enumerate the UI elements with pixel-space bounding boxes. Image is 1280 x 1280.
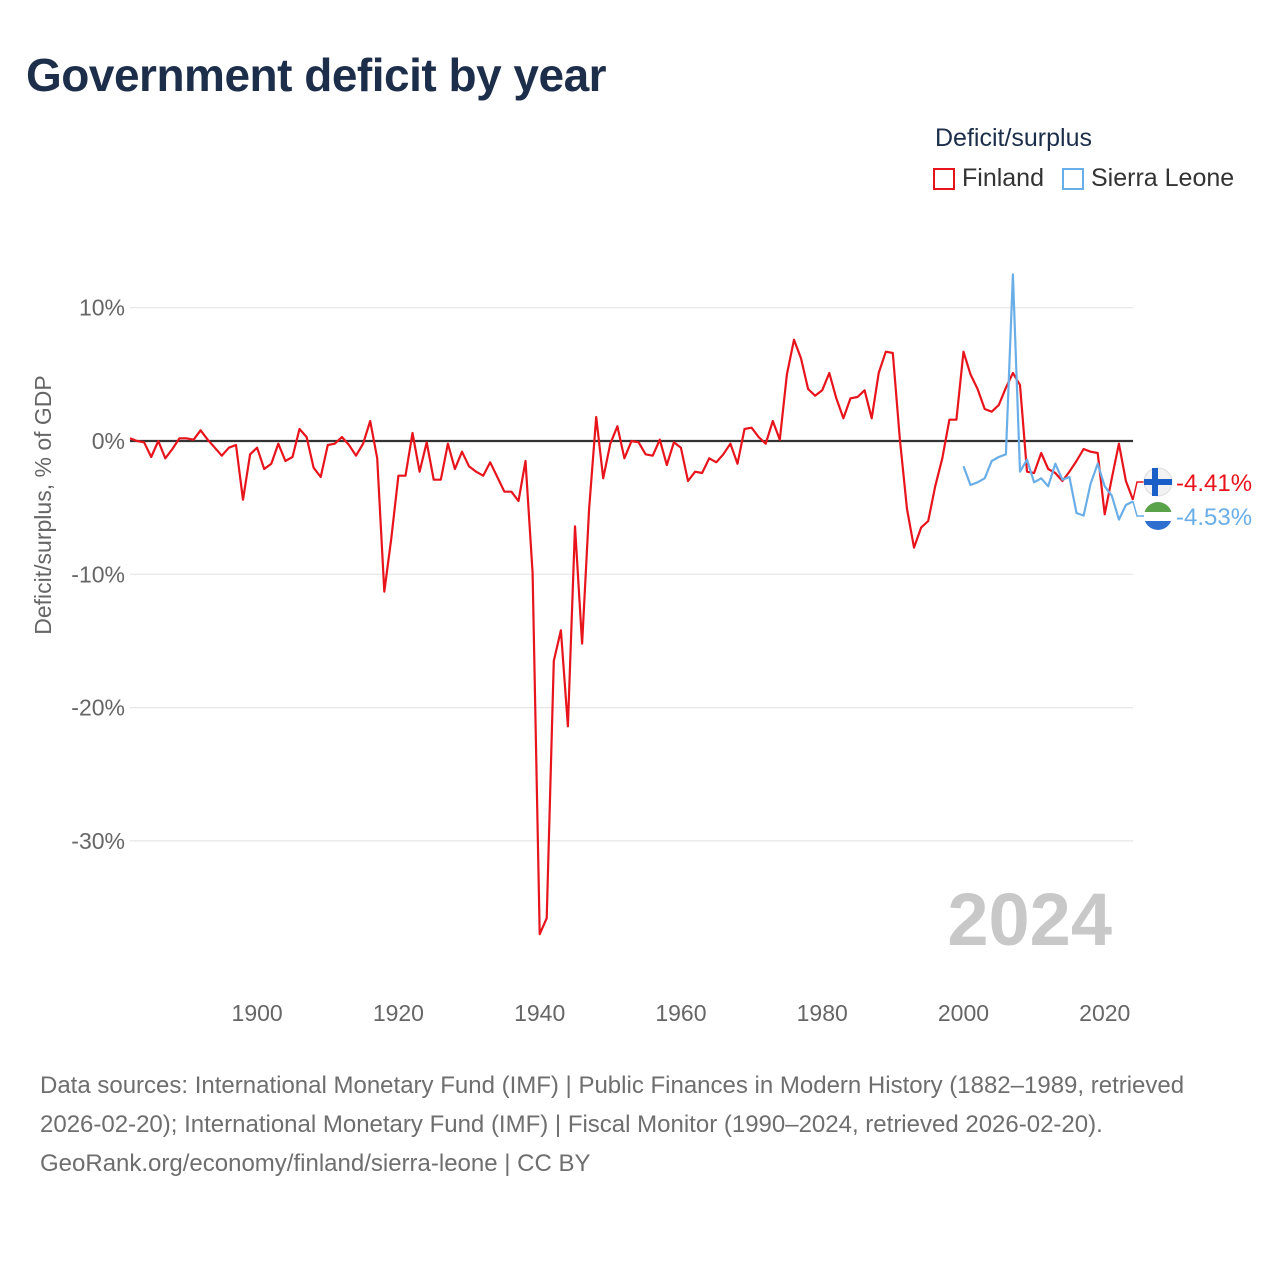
x-axis-ticks: 1900 1920 1940 1960 1980 2000 2020 bbox=[232, 1000, 1131, 1026]
x-tick-label: 1940 bbox=[514, 1000, 565, 1026]
legend-item-finland[interactable]: Finland bbox=[933, 164, 1044, 193]
x-tick-label: 2020 bbox=[1079, 1000, 1130, 1026]
y-axis-label: Deficit/surplus, % of GDP bbox=[30, 375, 56, 634]
line-chart: 10% 0% -10% -20% -30% 1900 1920 1940 1960 1980 20… bbox=[30, 273, 1252, 1026]
x-tick-label: 1980 bbox=[797, 1000, 848, 1026]
y-tick-label: -10% bbox=[71, 561, 125, 587]
finland-flag-icon bbox=[1143, 467, 1173, 497]
legend-label-sierra-leone: Sierra Leone bbox=[1091, 164, 1235, 192]
legend-item-sierra-leone[interactable]: Sierra Leone bbox=[1062, 164, 1234, 193]
y-tick-label: -20% bbox=[71, 695, 125, 721]
end-label-finland: -4.41% bbox=[1176, 470, 1252, 497]
chart-title: Government deficit by year bbox=[26, 49, 607, 101]
y-tick-label: -30% bbox=[71, 828, 125, 854]
data-sources: Data sources: International Monetary Fun… bbox=[40, 1072, 1185, 1138]
y-tick-label: 10% bbox=[79, 295, 125, 321]
sierra-leone-flag-icon bbox=[1144, 502, 1172, 530]
legend: Finland Sierra Leone bbox=[933, 164, 1252, 193]
grid-lines bbox=[130, 307, 1133, 842]
site-credit[interactable]: GeoRank.org/economy/finland/sierra-leone… bbox=[40, 1150, 591, 1177]
series-line-finland bbox=[129, 338, 1135, 936]
year-watermark: 2024 bbox=[947, 878, 1112, 961]
legend-title: Deficit/surplus bbox=[935, 124, 1092, 152]
x-tick-label: 2000 bbox=[938, 1000, 989, 1026]
series-line-sierra-leone bbox=[962, 273, 1134, 521]
legend-swatch-finland bbox=[933, 167, 955, 190]
end-markers: -4.41% -4.53% bbox=[1132, 467, 1252, 531]
y-tick-label: 0% bbox=[92, 428, 125, 454]
y-axis-ticks: 10% 0% -10% -20% -30% bbox=[71, 295, 125, 854]
connector-finland bbox=[1132, 481, 1144, 500]
x-tick-label: 1920 bbox=[373, 1000, 424, 1026]
x-tick-label: 1960 bbox=[655, 1000, 706, 1026]
legend-label-finland: Finland bbox=[962, 164, 1044, 192]
end-label-sierra-leone: -4.53% bbox=[1176, 504, 1252, 531]
series-lines bbox=[129, 273, 1135, 936]
connector-sierra-leone bbox=[1132, 501, 1144, 517]
x-tick-label: 1900 bbox=[232, 1000, 283, 1026]
footer: Data sources: International Monetary Fun… bbox=[40, 1066, 1240, 1183]
legend-swatch-sierra-leone bbox=[1062, 167, 1084, 190]
